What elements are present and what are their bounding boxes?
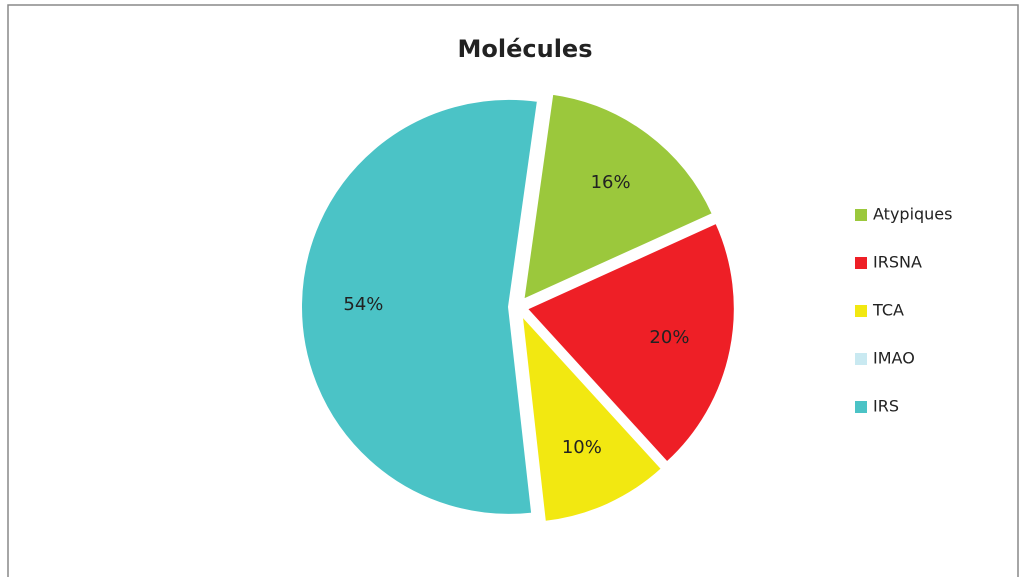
- legend-label: Atypiques: [873, 205, 952, 224]
- legend-label: IRSNA: [873, 253, 922, 272]
- legend-label: IMAO: [873, 349, 915, 368]
- data-label: 54%: [343, 294, 383, 315]
- legend-label: IRS: [873, 397, 899, 416]
- pie-slice: [522, 92, 715, 302]
- legend-swatch: [855, 401, 867, 413]
- pie-slice: [520, 312, 664, 524]
- legend-swatch: [855, 209, 867, 221]
- legend-swatch: [855, 305, 867, 317]
- chart-title: Molécules: [458, 35, 593, 63]
- legend-swatch: [855, 353, 867, 365]
- data-label: 16%: [591, 172, 631, 193]
- pie-slice: [300, 97, 540, 516]
- legend-swatch: [855, 257, 867, 269]
- data-label: 10%: [562, 437, 602, 458]
- data-label: 20%: [649, 327, 689, 348]
- pie-slice: [525, 221, 736, 464]
- legend-label: TCA: [872, 301, 904, 320]
